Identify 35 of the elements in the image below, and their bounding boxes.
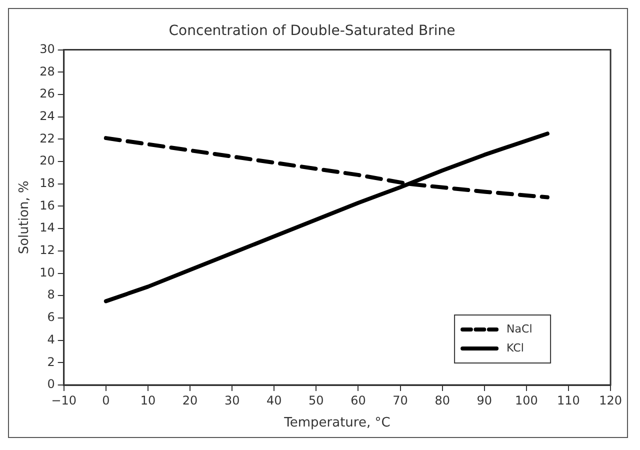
legend-label: KCl (506, 341, 524, 354)
x-tick-label: 60 (350, 393, 366, 408)
x-tick-label: 80 (434, 393, 450, 408)
y-tick-label: 12 (40, 243, 55, 258)
y-tick-label: 4 (47, 332, 55, 346)
y-tick-label: 24 (40, 108, 55, 123)
x-tick-label: −10 (51, 393, 77, 408)
y-tick-label: 22 (40, 131, 55, 146)
chart-title: Concentration of Double-Saturated Brine (168, 23, 456, 40)
y-tick-label: 2 (47, 354, 55, 369)
x-tick-label: 70 (392, 393, 408, 408)
y-tick-label: 6 (47, 310, 55, 324)
x-axis-title: Temperature, °C (283, 416, 390, 431)
y-tick-label: 10 (40, 265, 55, 280)
x-tick-label: 90 (476, 393, 492, 408)
x-tick-label: 100 (514, 393, 538, 408)
legend-label: NaCl (506, 322, 532, 336)
y-tick-label: 20 (40, 154, 55, 168)
x-tick-label: 20 (182, 393, 198, 408)
y-tick-label: 18 (40, 176, 55, 190)
x-tick-label: 30 (224, 393, 240, 408)
x-tick-label: 40 (266, 393, 282, 408)
y-axis-title: Solution, % (17, 180, 32, 254)
x-tick-label: 110 (557, 393, 580, 408)
x-tick-label: 10 (140, 393, 156, 408)
y-tick-label: 28 (40, 64, 55, 78)
y-tick-label: 30 (40, 42, 55, 56)
x-tick-label: 0 (102, 393, 110, 408)
x-tick-label: 120 (599, 393, 622, 408)
y-tick-label: 26 (40, 86, 55, 101)
y-tick-label: 14 (40, 220, 55, 235)
y-tick-label: 8 (47, 288, 55, 302)
y-tick-label: 0 (47, 377, 55, 392)
x-tick-label: 50 (308, 393, 324, 408)
y-tick-label: 16 (40, 198, 55, 212)
